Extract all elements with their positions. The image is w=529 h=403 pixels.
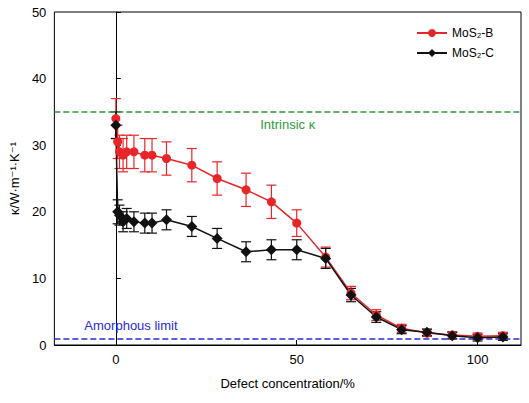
svg-text:Intrinsic κ: Intrinsic κ (260, 117, 315, 132)
svg-text:30: 30 (32, 138, 46, 153)
svg-text:40: 40 (32, 71, 46, 86)
svg-text:κ/W·m⁻¹·K⁻¹: κ/W·m⁻¹·K⁻¹ (7, 141, 22, 215)
svg-text:10: 10 (32, 271, 46, 286)
svg-text:100: 100 (467, 352, 489, 367)
svg-text:MoS₂-C: MoS₂-C (452, 46, 494, 60)
svg-text:0: 0 (39, 338, 46, 353)
svg-text:20: 20 (32, 204, 46, 219)
svg-text:Defect concentration/%: Defect concentration/% (220, 376, 355, 391)
svg-text:0: 0 (112, 352, 119, 367)
svg-text:MoS₂-B: MoS₂-B (452, 26, 493, 40)
svg-text:50: 50 (289, 352, 303, 367)
svg-text:50: 50 (32, 5, 46, 20)
svg-text:Amorphous limit: Amorphous limit (84, 318, 178, 333)
